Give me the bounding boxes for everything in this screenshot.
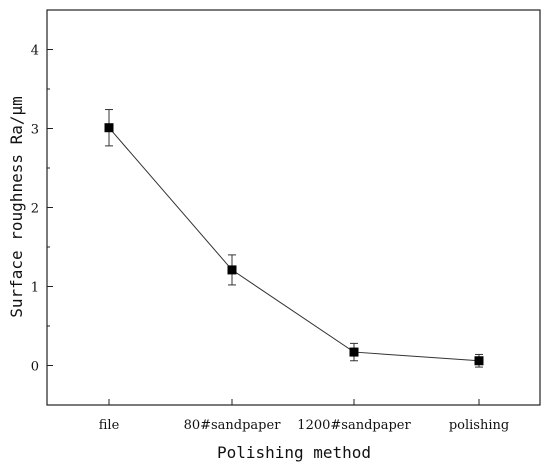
y-axis: 0 1 2 3 4	[31, 9, 53, 406]
data-series	[104, 109, 484, 368]
y-tick-label: 0	[31, 360, 39, 375]
plot-frame	[46, 9, 541, 406]
data-point	[104, 123, 114, 133]
x-tick-label: file	[99, 418, 120, 433]
series-line	[108, 127, 480, 362]
x-tick-label: 1200#sandpaper	[297, 418, 411, 433]
data-point	[227, 265, 237, 275]
x-tick-label: polishing	[449, 418, 509, 433]
y-axis-title: Surface roughness Ra/μm	[7, 96, 26, 318]
data-point	[474, 356, 484, 366]
x-axis: file 80#sandpaper 1200#sandpaper polishing	[99, 399, 509, 433]
y-tick-label: 4	[31, 44, 39, 59]
y-tick-label: 2	[31, 202, 39, 217]
y-tick-label: 3	[31, 123, 39, 138]
y-tick-label: 1	[31, 281, 39, 296]
x-axis-title: Polishing method	[217, 443, 371, 462]
data-point	[349, 347, 359, 357]
x-tick-label: 80#sandpaper	[184, 418, 282, 433]
